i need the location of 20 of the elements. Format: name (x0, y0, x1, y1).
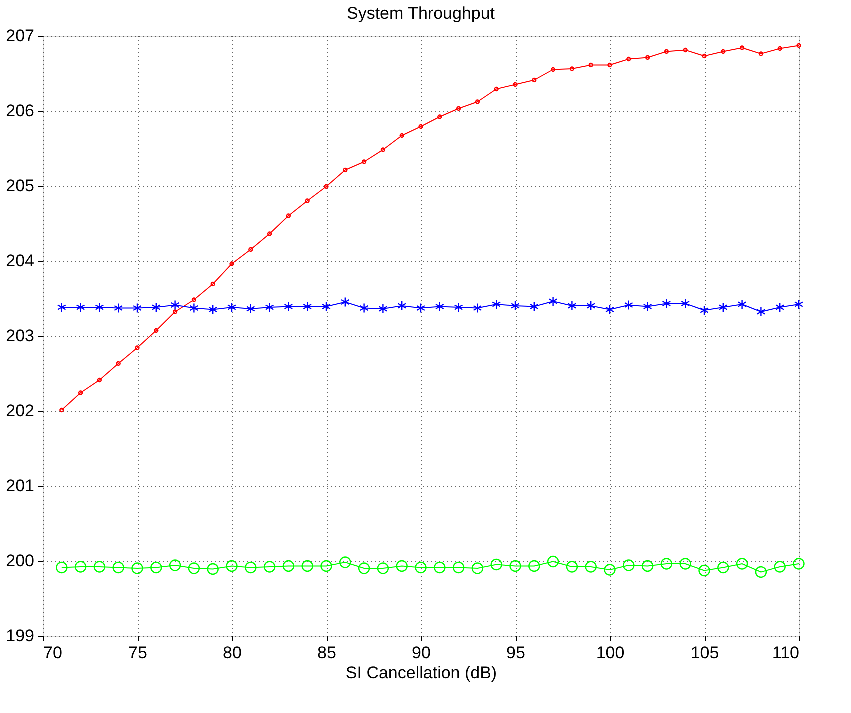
x-tick-label: 110 (772, 644, 800, 662)
x-tick-label: 70 (44, 644, 62, 662)
y-tick-label: 204 (6, 252, 34, 270)
x-tick-label: 95 (506, 644, 526, 662)
chart-title: System Throughput (346, 4, 496, 23)
y-tick-label: 205 (6, 176, 34, 196)
y-tick-label: 203 (6, 326, 34, 346)
x-tick-label: 85 (318, 644, 336, 662)
y-tick-label: 199 (6, 626, 34, 646)
x-tick-label: 100 (596, 644, 625, 662)
x-tick-label: 75 (128, 644, 148, 662)
y-tick-label: 200 (6, 552, 34, 570)
y-tick-label: 201 (6, 476, 34, 496)
y-tick-label: 206 (6, 102, 34, 120)
x-tick-label: 105 (690, 644, 720, 662)
x-axis-title: SI Cancellation (dB) (346, 664, 498, 682)
y-tick-label: 202 (6, 402, 34, 420)
x-tick-label: 90 (412, 644, 431, 662)
y-tick-label: 207 (6, 26, 34, 46)
x-tick-label: 80 (223, 644, 242, 662)
